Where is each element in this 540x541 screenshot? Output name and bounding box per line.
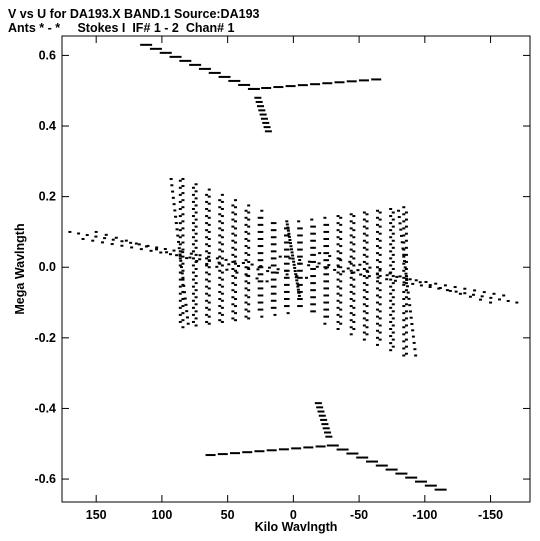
y-tick-label: -0.4 <box>34 401 56 415</box>
x-tick-label: -50 <box>350 508 368 522</box>
y-axis-label: Mega Wavlngth <box>13 223 27 314</box>
y-tick-label: 0.4 <box>39 119 56 133</box>
x-tick-label: 0 <box>290 508 297 522</box>
x-tick-label: 100 <box>151 508 172 522</box>
data-marks <box>68 43 519 491</box>
x-axis-label: Kilo Wavlngth <box>255 520 338 534</box>
x-tick-label: -100 <box>412 508 437 522</box>
axis-ticks: 150 100 50 0 -50 -100 -150 0.6 0.4 0.2 0.0 -0.2 -0.4… <box>34 36 530 522</box>
y-tick-label: -0.6 <box>34 472 56 486</box>
y-tick-label: 0.6 <box>39 48 56 62</box>
y-tick-label: 0.2 <box>39 190 56 204</box>
x-tick-label: -150 <box>478 508 503 522</box>
chart-subtitle: Ants * - * Stokes I IF# 1 - 2 Chan# 1 <box>8 21 235 35</box>
chart-title: V vs U for DA193.X BAND.1 Source:DA193 <box>8 7 260 21</box>
y-tick-label: 0.0 <box>39 260 56 274</box>
x-tick-label: 150 <box>86 508 107 522</box>
plot-frame <box>61 35 531 503</box>
x-tick-label: 50 <box>221 508 235 522</box>
y-tick-label: -0.2 <box>34 331 56 345</box>
